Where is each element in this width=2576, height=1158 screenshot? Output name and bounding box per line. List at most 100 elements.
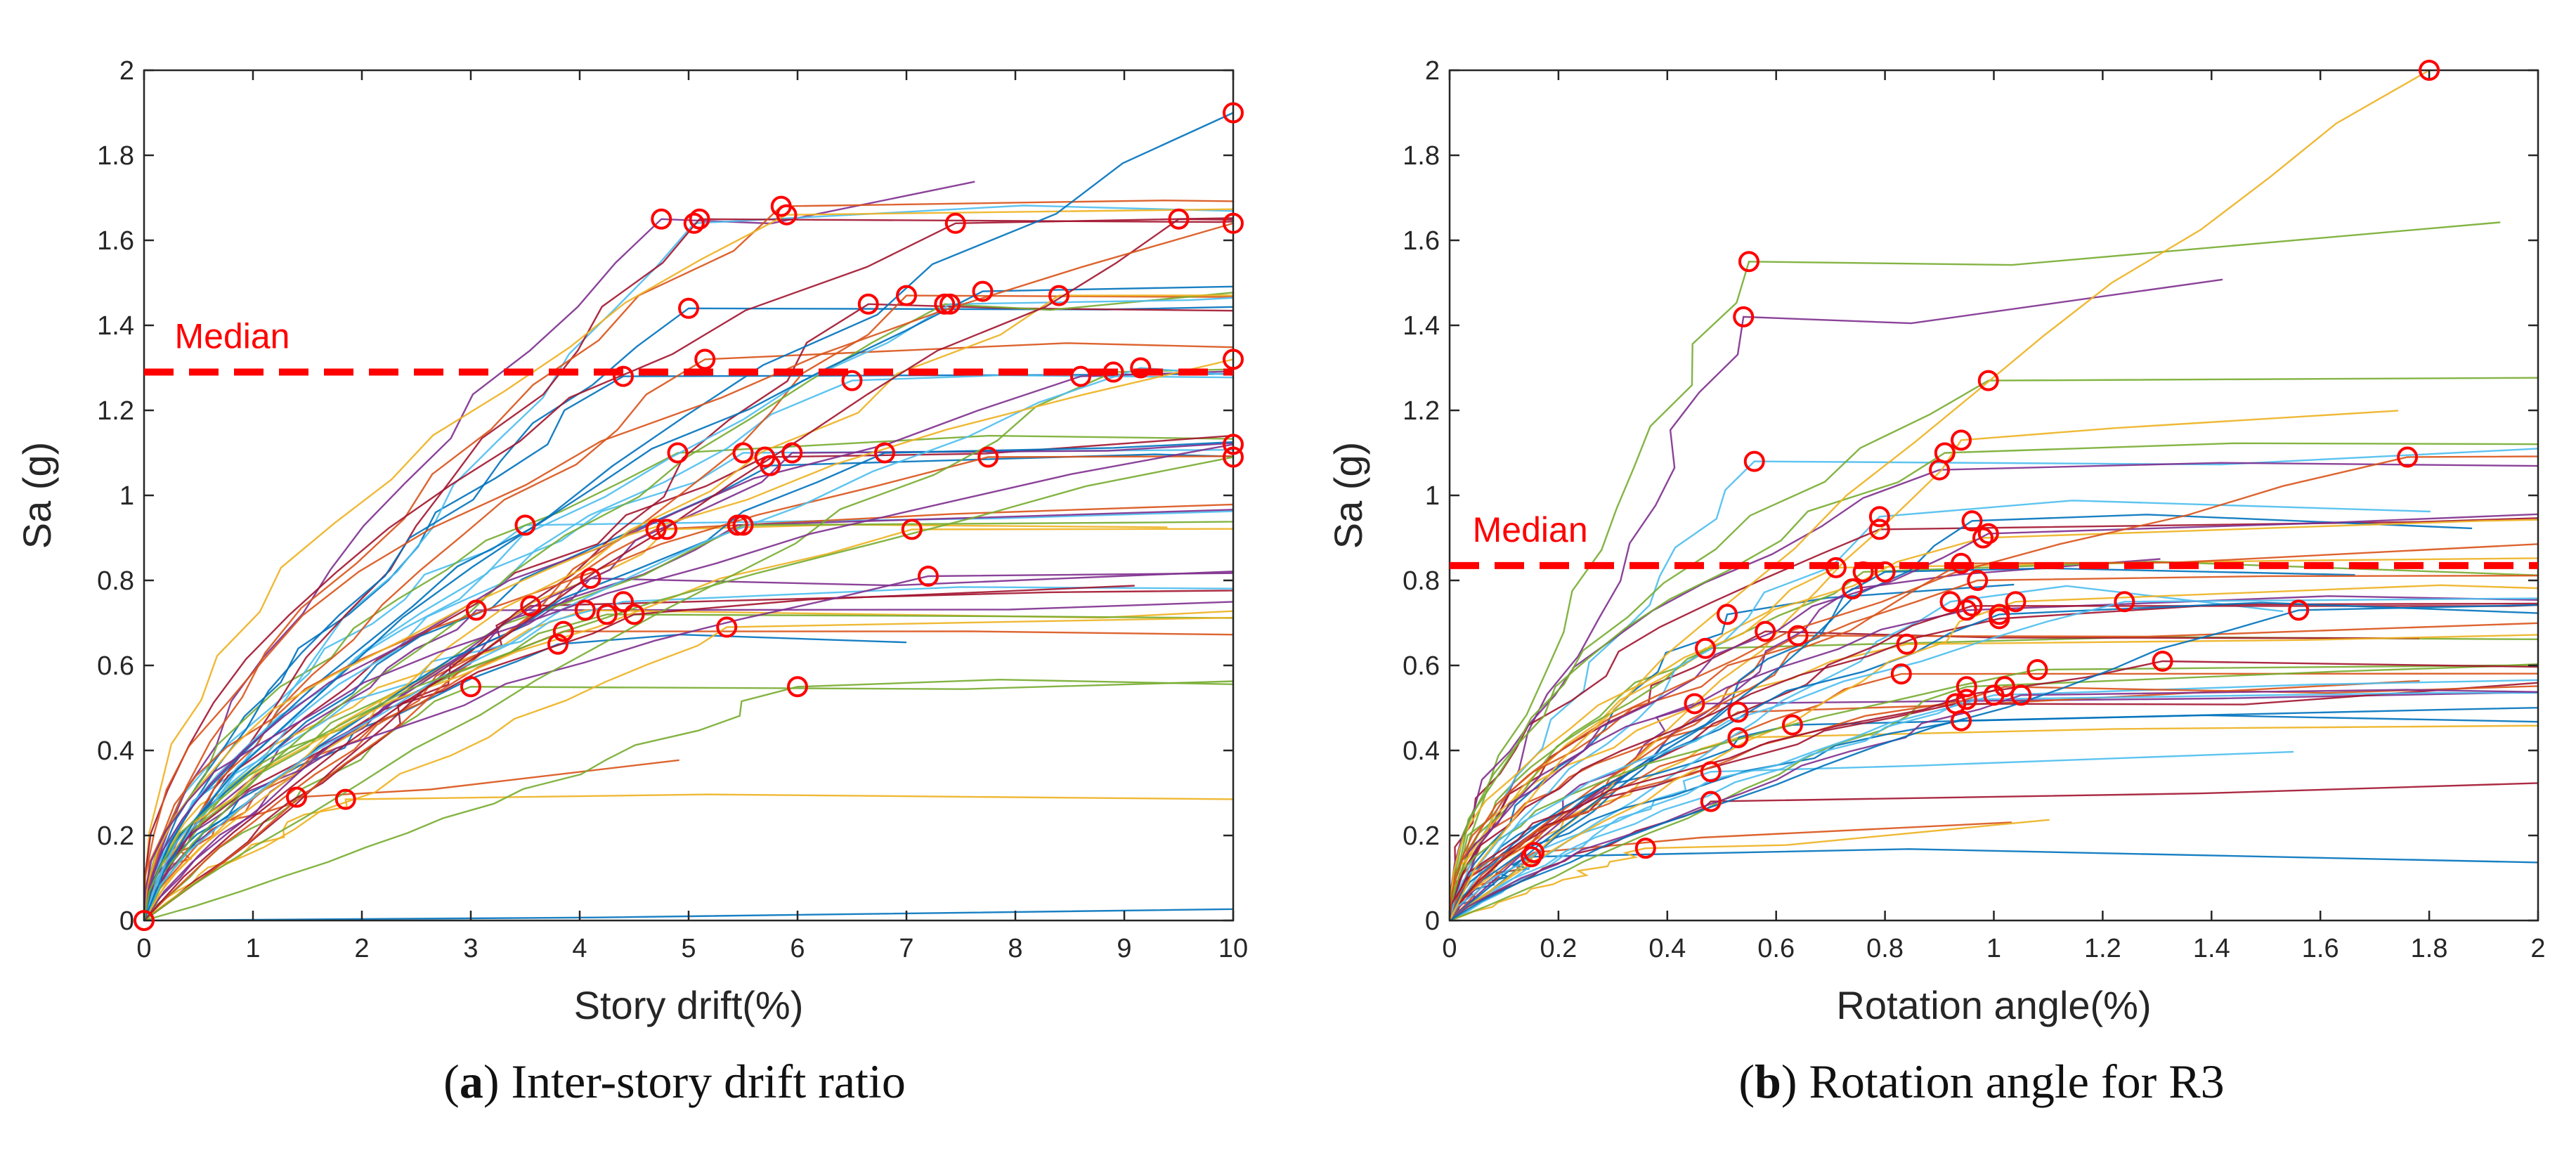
ida-curve xyxy=(1450,70,2465,920)
ida-curve xyxy=(144,443,1233,920)
ida-curve xyxy=(1450,679,2538,920)
collapse-point xyxy=(520,595,542,617)
collapse-point xyxy=(613,591,634,613)
y-tick-label: 1.2 xyxy=(97,396,134,426)
collapse-point xyxy=(1102,361,1124,383)
y-tick-label: 1 xyxy=(1425,481,1440,511)
collapse-point xyxy=(732,442,754,464)
collapse-point xyxy=(1738,251,1759,273)
collapse-point xyxy=(334,788,356,810)
x-tick-label: 0.4 xyxy=(1648,934,1686,963)
ida-curve xyxy=(1450,597,2538,920)
ida-curve xyxy=(144,218,1233,920)
collapse-point xyxy=(514,514,536,536)
collapse-markers xyxy=(1521,60,2440,868)
collapse-point xyxy=(683,212,705,234)
ida-curve xyxy=(1450,660,2538,920)
collapse-point xyxy=(1956,689,1977,710)
collapse-point xyxy=(1896,633,1918,655)
ida-curve xyxy=(144,222,1233,920)
ida-curve xyxy=(144,528,1233,920)
ida-curve xyxy=(1450,221,2501,920)
collapse-point xyxy=(1070,365,1091,387)
ida-curve xyxy=(1450,750,2294,920)
x-tick-label: 6 xyxy=(790,934,805,963)
collapse-point xyxy=(1874,561,1896,583)
ida-curve xyxy=(144,456,1233,920)
ida-curves xyxy=(144,112,1233,920)
collapse-point xyxy=(1961,510,1983,532)
x-tick-label: 5 xyxy=(681,934,696,963)
y-tick-label: 0.2 xyxy=(1403,821,1440,851)
y-tick-label: 1.6 xyxy=(97,226,134,256)
collapse-point xyxy=(465,599,487,621)
y-tick-label: 1.2 xyxy=(1403,396,1440,426)
collapse-point xyxy=(1223,212,1244,234)
x-axis-label: Story drift(%) xyxy=(574,983,804,1027)
collapse-point xyxy=(1048,285,1069,306)
collapse-point xyxy=(1168,208,1190,230)
x-tick-label: 0 xyxy=(136,934,151,963)
collapse-point xyxy=(972,280,994,302)
caption-b: (b) Rotation angle for R3 xyxy=(1738,1054,2224,1110)
collapse-point xyxy=(1868,506,1890,528)
y-tick-label: 1.4 xyxy=(97,311,134,341)
collapse-point xyxy=(1939,591,1961,613)
collapse-point xyxy=(2419,60,2440,81)
collapse-point xyxy=(623,604,645,625)
caption-b-open: ( xyxy=(1738,1055,1755,1108)
collapse-point xyxy=(1825,557,1847,578)
y-tick-label: 2 xyxy=(1425,56,1440,86)
ida-curve xyxy=(144,199,1233,920)
collapse-point xyxy=(2005,591,2027,613)
collapse-point xyxy=(1993,676,2015,698)
collapse-point xyxy=(547,633,568,655)
collapse-markers xyxy=(134,102,1244,931)
collapse-point xyxy=(1956,676,1977,698)
x-tick-label: 0.6 xyxy=(1757,934,1795,963)
x-tick-label: 2 xyxy=(2530,934,2545,963)
caption-b-close: ) xyxy=(1781,1055,1797,1108)
ida-curve xyxy=(1450,663,2538,920)
collapse-point xyxy=(689,208,710,230)
x-tick-label: 4 xyxy=(572,934,587,963)
collapse-point xyxy=(1956,599,1977,621)
collapse-point xyxy=(1842,578,1863,600)
ida-curve xyxy=(1450,819,2050,920)
collapse-point xyxy=(918,565,939,587)
median-label: Median xyxy=(1473,510,1588,549)
y-tick-label: 0.4 xyxy=(1403,736,1440,766)
ida-curve xyxy=(1450,513,2538,920)
ida-curve xyxy=(1450,377,2538,920)
y-tick-label: 0.4 xyxy=(97,736,134,766)
collapse-point xyxy=(1130,357,1152,379)
ida-curve xyxy=(1450,574,2538,920)
collapse-point xyxy=(944,212,966,234)
x-axis-label: Rotation angle(%) xyxy=(1836,983,2151,1027)
x-tick-label: 1.4 xyxy=(2193,934,2230,963)
collapse-point xyxy=(1223,446,1244,468)
ida-curve xyxy=(144,372,1233,920)
collapse-point xyxy=(1223,102,1244,124)
x-tick-label: 1 xyxy=(1986,934,2001,963)
collapse-point xyxy=(1967,570,1989,591)
collapse-point xyxy=(977,446,999,468)
collapse-point xyxy=(1521,846,1542,868)
collapse-point xyxy=(1727,727,1749,748)
collapse-point xyxy=(678,297,699,319)
collapse-point xyxy=(1852,561,1874,583)
collapse-point xyxy=(1695,637,1717,659)
x-tick-label: 0.2 xyxy=(1540,934,1577,963)
collapse-point xyxy=(134,910,155,931)
collapse-point xyxy=(781,442,803,464)
y-axis-label: Sa (g) xyxy=(1326,442,1370,549)
collapse-point xyxy=(857,293,879,315)
collapse-point xyxy=(2152,650,2173,672)
ida-curve xyxy=(1450,557,2538,920)
collapse-point xyxy=(1961,595,1983,617)
y-tick-label: 0.8 xyxy=(97,566,134,596)
collapse-point xyxy=(2027,659,2048,681)
collapse-point xyxy=(1223,434,1244,455)
x-tick-label: 7 xyxy=(899,934,913,963)
